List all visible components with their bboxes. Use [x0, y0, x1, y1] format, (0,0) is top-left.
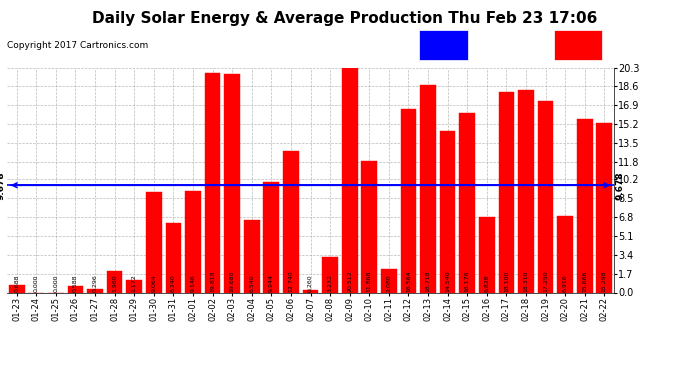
Text: 6.540: 6.540: [249, 274, 254, 292]
Text: 15.298: 15.298: [602, 270, 607, 292]
FancyBboxPatch shape: [420, 30, 468, 60]
Bar: [185, 191, 201, 292]
Bar: [596, 123, 612, 292]
Text: 6.828: 6.828: [484, 274, 489, 292]
Text: 0.000: 0.000: [34, 274, 39, 292]
Text: 6.240: 6.240: [171, 274, 176, 292]
Text: 19.818: 19.818: [210, 270, 215, 292]
Text: 0.296: 0.296: [92, 274, 97, 292]
Text: 16.176: 16.176: [464, 270, 470, 292]
Bar: [264, 182, 279, 292]
Text: 18.310: 18.310: [524, 270, 529, 292]
Text: 14.540: 14.540: [445, 270, 450, 292]
Bar: [87, 289, 103, 292]
Bar: [224, 74, 240, 292]
Bar: [460, 113, 475, 292]
Text: 0.260: 0.260: [308, 274, 313, 292]
Text: 16.564: 16.564: [406, 270, 411, 292]
Bar: [440, 131, 455, 292]
Text: 1.960: 1.960: [112, 274, 117, 292]
Text: 19.680: 19.680: [230, 270, 235, 292]
Bar: [577, 119, 593, 292]
Bar: [342, 65, 357, 292]
Text: 9.146: 9.146: [190, 274, 195, 292]
Text: Average (kWh): Average (kWh): [473, 40, 544, 50]
Text: 15.666: 15.666: [582, 270, 587, 292]
Bar: [538, 101, 553, 292]
FancyBboxPatch shape: [554, 30, 602, 60]
Text: 0.588: 0.588: [73, 274, 78, 292]
Bar: [558, 216, 573, 292]
Bar: [205, 73, 220, 292]
Text: 9.944: 9.944: [269, 274, 274, 292]
Text: Daily  (kWh): Daily (kWh): [608, 40, 667, 50]
Text: Daily Solar Energy & Average Production Thu Feb 23 17:06: Daily Solar Energy & Average Production …: [92, 11, 598, 26]
Bar: [146, 192, 161, 292]
Bar: [9, 285, 25, 292]
Text: 2.080: 2.080: [386, 274, 391, 292]
Bar: [479, 217, 495, 292]
Text: 18.100: 18.100: [504, 270, 509, 292]
Text: 3.232: 3.232: [328, 274, 333, 292]
Bar: [107, 271, 122, 292]
Text: 18.718: 18.718: [426, 270, 431, 292]
Bar: [166, 224, 181, 292]
Bar: [322, 256, 338, 292]
Text: 1.172: 1.172: [132, 274, 137, 292]
Text: 6.916: 6.916: [562, 274, 568, 292]
Bar: [68, 286, 83, 292]
Text: 11.868: 11.868: [367, 270, 372, 292]
Text: 9.678: 9.678: [615, 171, 624, 200]
Bar: [499, 92, 514, 292]
Text: 17.250: 17.250: [543, 270, 548, 292]
Bar: [401, 109, 416, 292]
Text: 0.000: 0.000: [53, 274, 59, 292]
Text: Copyright 2017 Cartronics.com: Copyright 2017 Cartronics.com: [7, 41, 148, 50]
Text: 9.064: 9.064: [151, 274, 157, 292]
Bar: [283, 151, 299, 292]
Bar: [362, 161, 377, 292]
Bar: [126, 279, 142, 292]
Bar: [244, 220, 259, 292]
Text: 0.688: 0.688: [14, 274, 19, 292]
Bar: [420, 85, 436, 292]
Text: 12.740: 12.740: [288, 270, 293, 292]
Bar: [518, 90, 534, 292]
Text: 20.512: 20.512: [347, 270, 352, 292]
Bar: [303, 290, 318, 292]
Bar: [381, 270, 397, 292]
Text: 9.678: 9.678: [0, 171, 6, 200]
